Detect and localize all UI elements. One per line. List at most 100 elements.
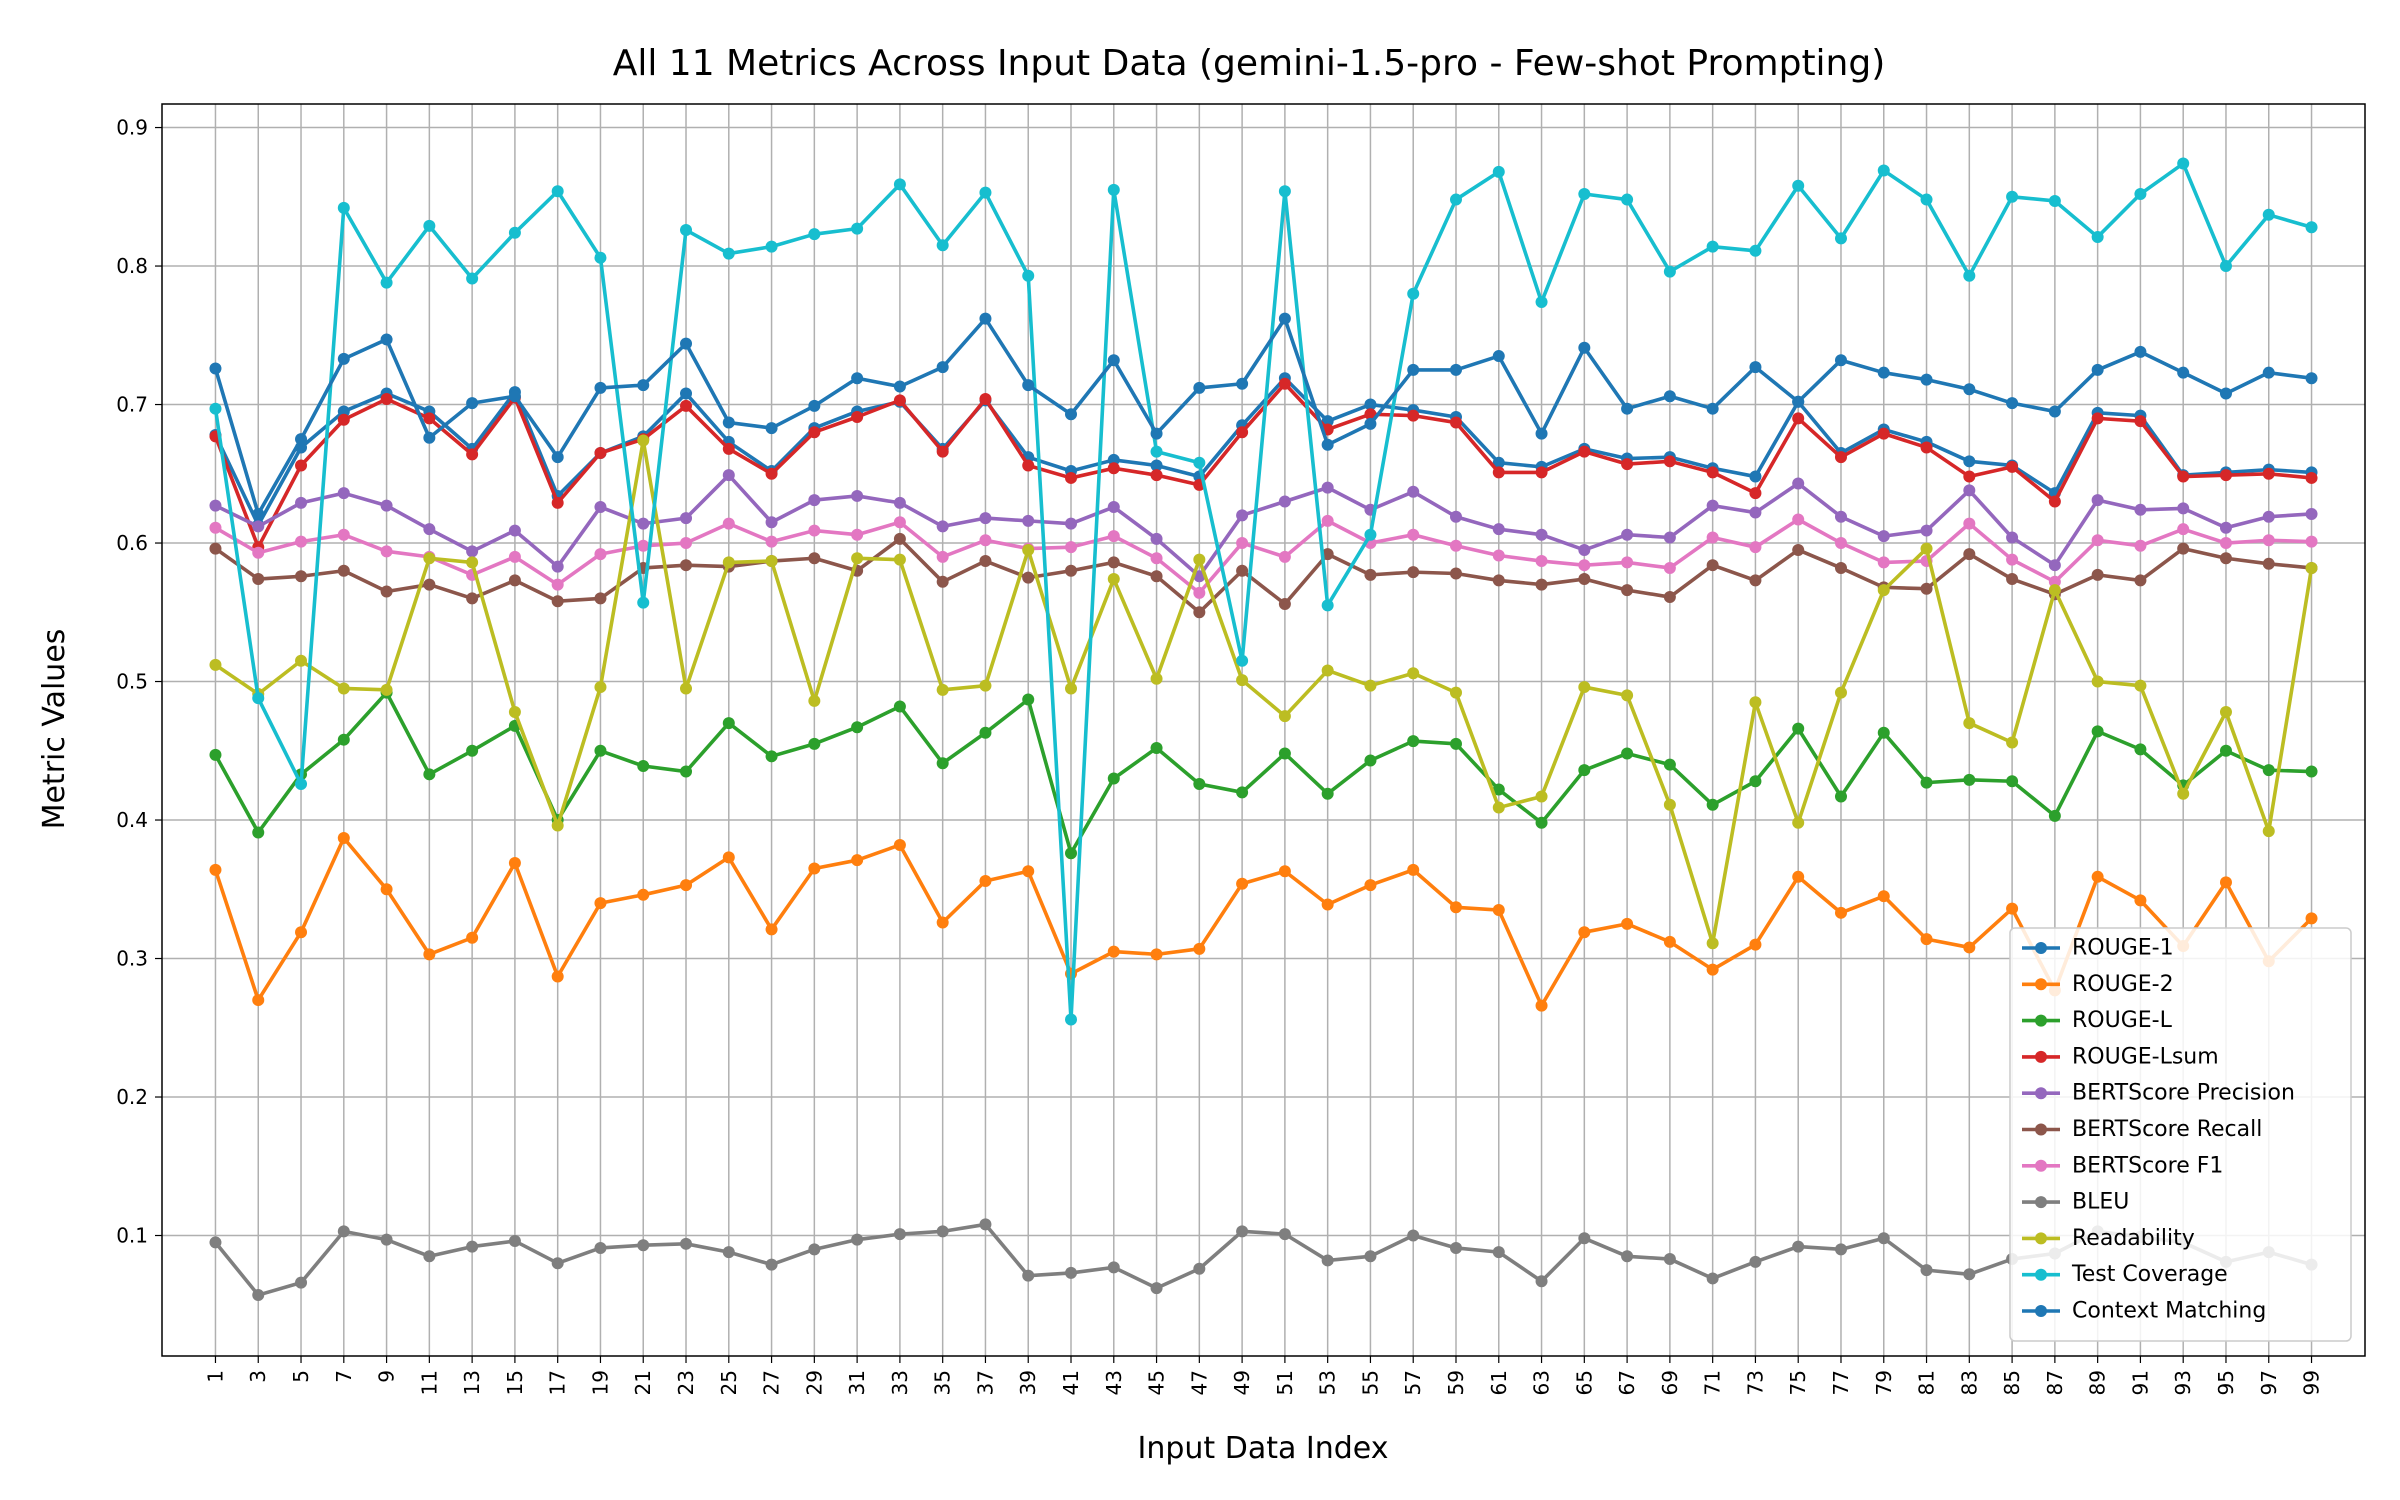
- y-tick-label: 0.9: [116, 116, 148, 140]
- data-point: [851, 222, 864, 235]
- data-point: [1449, 1241, 1462, 1254]
- data-point: [1578, 573, 1591, 586]
- data-point: [1407, 485, 1420, 498]
- data-point: [551, 451, 564, 464]
- data-point: [1236, 537, 1249, 550]
- data-point: [1963, 383, 1976, 396]
- data-point: [295, 570, 308, 583]
- data-point: [1236, 426, 1249, 439]
- data-point: [851, 489, 864, 502]
- data-point: [2006, 553, 2019, 566]
- data-point: [1022, 571, 1035, 584]
- legend-label: BLEU: [2072, 1190, 2129, 1215]
- data-point: [851, 552, 864, 565]
- x-tick-label: 21: [631, 1370, 655, 1395]
- x-tick-label: 57: [1401, 1370, 1425, 1395]
- data-point: [1278, 495, 1291, 508]
- data-point: [1578, 1232, 1591, 1245]
- data-point: [893, 838, 906, 851]
- data-point: [1150, 552, 1163, 565]
- data-point: [851, 721, 864, 734]
- data-point: [1834, 906, 1847, 919]
- data-point: [1963, 941, 1976, 954]
- data-point: [1321, 787, 1334, 800]
- data-point: [1407, 528, 1420, 541]
- data-point: [1834, 510, 1847, 523]
- data-point: [1749, 487, 1762, 500]
- data-point: [1278, 1228, 1291, 1241]
- data-point: [209, 658, 222, 671]
- data-point: [1022, 693, 1035, 706]
- legend-swatch-marker: [2035, 1087, 2047, 1100]
- legend-label: Readability: [2072, 1226, 2195, 1251]
- data-point: [1621, 458, 1634, 471]
- data-point: [1321, 898, 1334, 911]
- data-point: [2219, 387, 2232, 400]
- data-point: [680, 224, 693, 237]
- data-point: [1407, 287, 1420, 300]
- data-point: [1792, 412, 1805, 425]
- data-point: [1749, 470, 1762, 483]
- data-point: [1107, 556, 1120, 569]
- data-point: [551, 970, 564, 983]
- data-point: [2091, 568, 2104, 581]
- data-point: [1449, 510, 1462, 523]
- data-point: [295, 535, 308, 548]
- data-point: [808, 228, 821, 241]
- data-point: [722, 247, 735, 260]
- data-point: [423, 578, 436, 591]
- data-point: [1278, 865, 1291, 878]
- data-point: [680, 1237, 693, 1250]
- data-point: [2305, 765, 2318, 778]
- data-point: [2134, 894, 2147, 907]
- data-point: [936, 361, 949, 374]
- data-point: [337, 832, 350, 845]
- data-point: [1107, 530, 1120, 543]
- data-point: [1193, 586, 1206, 599]
- data-point: [1920, 582, 1933, 595]
- y-tick-label: 0.2: [116, 1085, 148, 1109]
- data-point: [2091, 675, 2104, 688]
- legend-swatch-marker: [2035, 1268, 2047, 1281]
- data-point: [1492, 165, 1505, 178]
- legend-item: ROUGE-Lsum: [2022, 1044, 2219, 1069]
- data-point: [1449, 416, 1462, 429]
- data-point: [1065, 564, 1078, 577]
- data-point: [1920, 542, 1933, 555]
- data-point: [2134, 415, 2147, 428]
- data-point: [1877, 427, 1890, 440]
- data-point: [851, 528, 864, 541]
- data-point: [1449, 737, 1462, 750]
- data-point: [2219, 469, 2232, 482]
- data-point: [337, 564, 350, 577]
- data-point: [1492, 523, 1505, 536]
- data-point: [2134, 574, 2147, 587]
- data-point: [508, 574, 521, 587]
- x-tick-label: 17: [546, 1370, 570, 1395]
- data-point: [637, 539, 650, 552]
- x-tick-label: 13: [460, 1370, 484, 1395]
- data-point: [1321, 1254, 1334, 1267]
- data-point: [1877, 584, 1890, 597]
- data-point: [1492, 456, 1505, 469]
- data-point: [1364, 398, 1377, 411]
- data-point: [1963, 717, 1976, 730]
- data-point: [979, 1218, 992, 1231]
- data-point: [1749, 696, 1762, 709]
- x-tick-label: 25: [717, 1370, 741, 1395]
- x-tick-label: 37: [973, 1370, 997, 1395]
- data-point: [1578, 926, 1591, 939]
- data-point: [594, 1241, 607, 1254]
- data-point: [1834, 354, 1847, 367]
- data-point: [637, 1239, 650, 1252]
- data-point: [637, 379, 650, 392]
- x-axis-label: Input Data Index: [1138, 1431, 1389, 1466]
- data-point: [1706, 402, 1719, 415]
- legend-item: BERTScore Precision: [2022, 1081, 2295, 1106]
- data-point: [1749, 361, 1762, 374]
- data-point: [1663, 935, 1676, 948]
- data-point: [1792, 870, 1805, 883]
- data-point: [637, 888, 650, 901]
- x-tick-label: 61: [1487, 1370, 1511, 1395]
- data-point: [1193, 778, 1206, 791]
